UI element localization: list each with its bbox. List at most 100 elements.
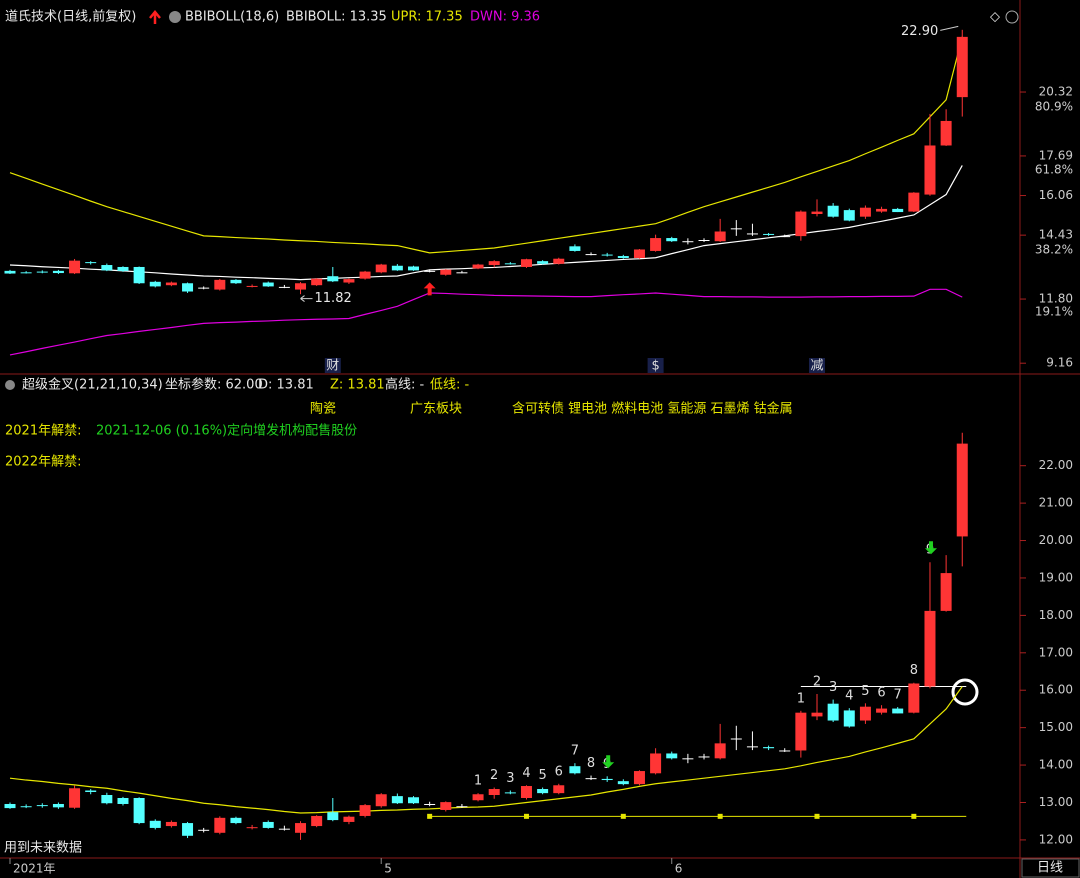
candle-body (827, 703, 839, 721)
candle-body (278, 286, 290, 288)
count-label: 4 (522, 766, 530, 781)
count-label: 8 (587, 756, 595, 771)
count-label: 2 (490, 768, 498, 783)
candle-body (85, 262, 97, 264)
candle-body (408, 797, 419, 804)
candle-body (617, 781, 629, 785)
candle-body (165, 282, 177, 286)
candle-body (214, 817, 226, 833)
y-pct-label: 61.8% (1035, 163, 1073, 177)
candle-body (424, 803, 436, 805)
title-arrow-icon (149, 10, 161, 24)
event-marker: 财 (326, 359, 339, 374)
low-arrow (300, 295, 313, 302)
readout: 高线: - (385, 377, 425, 393)
event-marker-bg (809, 358, 825, 373)
y-tick-label: 20.00 (1039, 533, 1073, 547)
candle-body (553, 258, 565, 264)
candle-body (52, 803, 64, 808)
candle-body (343, 816, 355, 822)
candle-body (359, 271, 371, 279)
count-label: 7 (894, 688, 902, 703)
candle-body (20, 806, 32, 808)
high-label: 22.90 (901, 24, 938, 39)
candle-body (682, 758, 694, 760)
candle-body (101, 265, 113, 271)
candle-body (876, 208, 888, 212)
candle-body (908, 192, 920, 212)
info-text: 含可转债 锂电池 燃料电池 氢能源 石墨烯 钴金属 (512, 401, 793, 417)
candle-body (101, 795, 113, 804)
candle-body (214, 279, 226, 290)
candle-body (408, 266, 419, 271)
candle-body (569, 766, 581, 774)
candle-body (327, 812, 339, 821)
count-label: 3 (829, 680, 837, 695)
candle-body (876, 708, 888, 713)
candle-body (165, 821, 177, 827)
candle-body (714, 231, 726, 242)
y-tick-label: 22.00 (1039, 458, 1073, 472)
candle-body (795, 211, 807, 237)
signal-arrow (423, 282, 436, 296)
y-tick-label: 16.06 (1039, 188, 1073, 202)
high-arrow (940, 25, 959, 31)
y-tick-label: 9.16 (1046, 356, 1073, 370)
candle-body (504, 263, 516, 265)
candle-body (714, 743, 726, 759)
candle-body (311, 278, 323, 286)
candle-body (763, 233, 775, 235)
menu-icon[interactable] (5, 380, 15, 390)
count-label: 4 (845, 689, 853, 704)
info-text: 2021-12-06 (0.16%)定向增发机构配售股份 (96, 423, 357, 439)
candle-body (553, 785, 565, 794)
highlight-circle (951, 678, 979, 706)
candle-body (956, 443, 968, 537)
candle-body (456, 806, 468, 808)
candle-body (182, 823, 194, 836)
candle-body (682, 241, 694, 243)
y-tick-label: 14.00 (1039, 758, 1073, 772)
level-dot (620, 813, 626, 819)
candle-body (295, 283, 307, 290)
count-label: 5 (861, 684, 869, 699)
count-label: 6 (555, 764, 563, 779)
candle-body (520, 786, 532, 798)
candle-body (585, 778, 597, 780)
low-label: 11.82 (315, 291, 352, 306)
readout: 低线: - (430, 378, 470, 393)
x-tick-label: 5 (384, 862, 392, 876)
candle-body (666, 238, 678, 242)
icon[interactable]: ◇ (990, 10, 1000, 25)
candle-body (69, 260, 81, 274)
period-label[interactable]: 日线 (1037, 861, 1063, 876)
candle-body (698, 756, 710, 758)
candle-body (843, 210, 855, 221)
candle-body (4, 270, 16, 274)
candle-body (811, 211, 823, 215)
candle-body (795, 712, 807, 751)
icon[interactable] (1005, 10, 1019, 24)
candle-body (650, 753, 662, 774)
count-label: 3 (506, 771, 514, 786)
candle-body (117, 797, 129, 804)
level-dot (523, 813, 529, 819)
menu-icon[interactable] (169, 11, 181, 23)
candle-body (908, 683, 920, 713)
candle-body (892, 208, 904, 213)
candle-body (182, 283, 194, 292)
candle-body (537, 261, 549, 264)
candle-body (391, 796, 403, 804)
count-label: 7 (571, 744, 579, 759)
candle-body (262, 821, 274, 828)
candle-body (666, 753, 678, 759)
y-tick-label: 14.43 (1039, 228, 1073, 242)
period-box[interactable] (1021, 858, 1080, 878)
info-text: 广东板块 (410, 402, 462, 417)
event-marker-bg (324, 358, 341, 373)
candle-body (133, 797, 145, 824)
candle-body (295, 823, 307, 833)
candle-body (311, 815, 323, 827)
